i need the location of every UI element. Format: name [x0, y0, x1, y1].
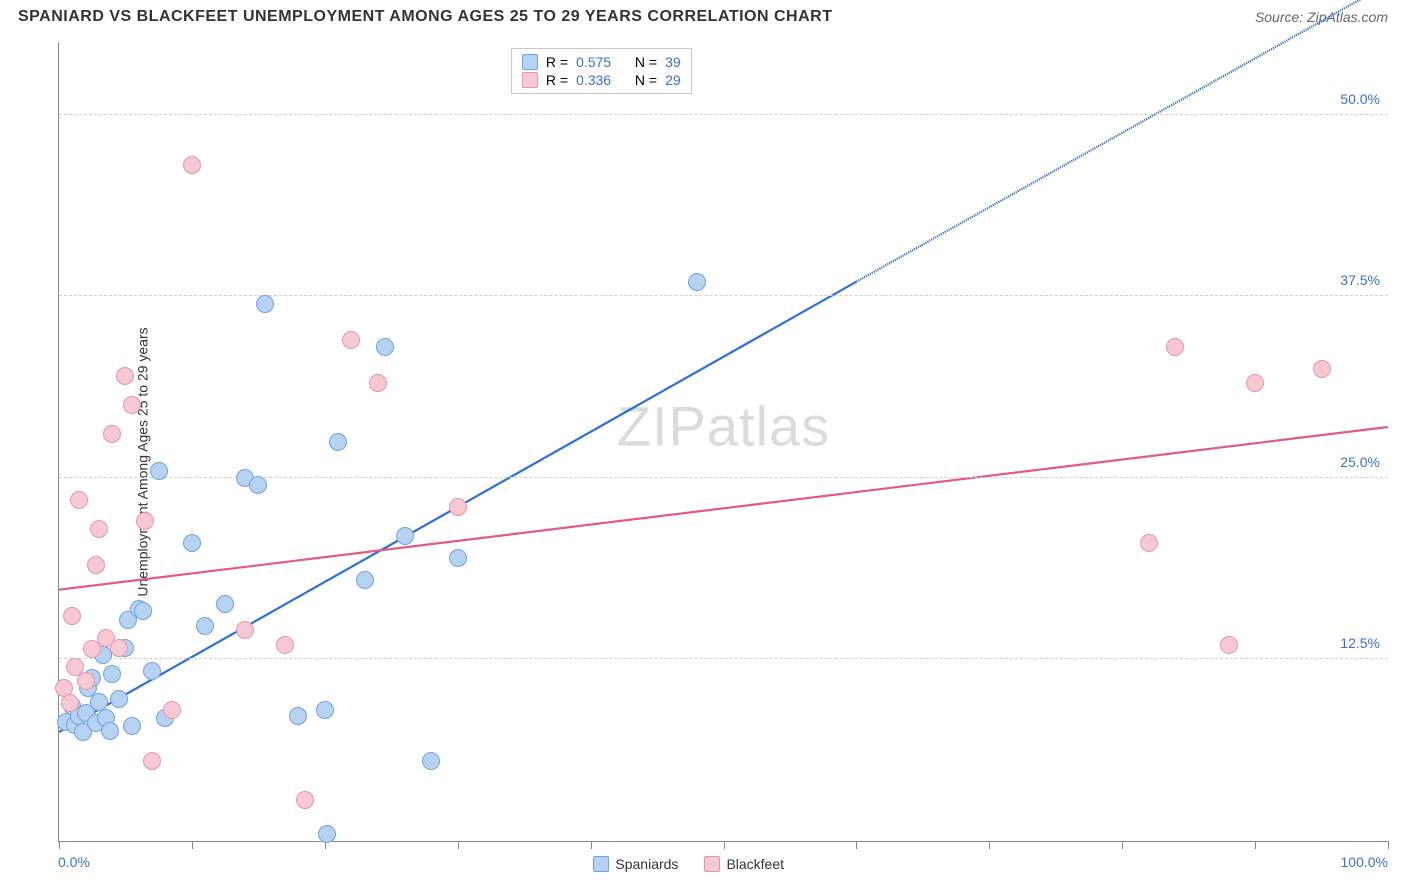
- swatch-blackfeet: [522, 72, 538, 88]
- n-value-spaniards: 39: [665, 54, 681, 70]
- swatch-spaniards: [522, 54, 538, 70]
- x-tick: [1122, 841, 1123, 849]
- data-point-blackfeet: [183, 156, 201, 174]
- data-point-spaniards: [356, 571, 374, 589]
- data-point-blackfeet: [136, 512, 154, 530]
- data-point-blackfeet: [116, 367, 134, 385]
- data-point-spaniards: [422, 752, 440, 770]
- x-tick: [591, 841, 592, 849]
- data-point-spaniards: [256, 295, 274, 313]
- source-prefix: Source:: [1255, 9, 1307, 25]
- plot-area: ZIPatlas R = 0.575 N = 39 R = 0.336 N = …: [58, 42, 1388, 842]
- data-point-spaniards: [123, 717, 141, 735]
- x-tick: [724, 841, 725, 849]
- n-label: N =: [635, 54, 657, 70]
- legend-stats: R = 0.575 N = 39 R = 0.336 N = 29: [511, 48, 692, 94]
- data-point-spaniards: [150, 462, 168, 480]
- swatch-blackfeet: [704, 856, 720, 872]
- data-point-blackfeet: [1246, 374, 1264, 392]
- data-point-blackfeet: [342, 331, 360, 349]
- data-point-blackfeet: [449, 498, 467, 516]
- data-point-spaniards: [110, 690, 128, 708]
- data-point-spaniards: [216, 595, 234, 613]
- x-tick: [856, 841, 857, 849]
- x-tick: [989, 841, 990, 849]
- gridline: [59, 658, 1388, 659]
- legend-series: Spaniards Blackfeet: [593, 856, 784, 872]
- x-axis-max-label: 100.0%: [1341, 854, 1388, 870]
- legend-label-blackfeet: Blackfeet: [726, 856, 784, 872]
- legend-stats-row-blackfeet: R = 0.336 N = 29: [522, 71, 681, 89]
- legend-item-spaniards: Spaniards: [593, 856, 678, 872]
- data-point-blackfeet: [1313, 360, 1331, 378]
- r-label: R =: [546, 72, 568, 88]
- trend-lines: [59, 42, 1388, 841]
- data-point-blackfeet: [276, 636, 294, 654]
- legend-stats-row-spaniards: R = 0.575 N = 39: [522, 53, 681, 71]
- data-point-blackfeet: [70, 491, 88, 509]
- data-point-spaniards: [101, 722, 119, 740]
- swatch-spaniards: [593, 856, 609, 872]
- data-point-spaniards: [103, 665, 121, 683]
- x-tick: [1255, 841, 1256, 849]
- source-name: ZipAtlas.com: [1307, 9, 1388, 25]
- data-point-spaniards: [196, 617, 214, 635]
- watermark: ZIPatlas: [617, 393, 830, 458]
- data-point-spaniards: [318, 825, 336, 843]
- r-label: R =: [546, 54, 568, 70]
- data-point-spaniards: [396, 527, 414, 545]
- legend-item-blackfeet: Blackfeet: [704, 856, 784, 872]
- data-point-spaniards: [376, 338, 394, 356]
- data-point-spaniards: [289, 707, 307, 725]
- data-point-spaniards: [329, 433, 347, 451]
- data-point-spaniards: [249, 476, 267, 494]
- y-tick-label: 37.5%: [1340, 272, 1380, 288]
- data-point-blackfeet: [163, 701, 181, 719]
- x-tick: [59, 841, 60, 849]
- data-point-blackfeet: [1220, 636, 1238, 654]
- page-title: SPANIARD VS BLACKFEET UNEMPLOYMENT AMONG…: [18, 8, 832, 26]
- data-point-blackfeet: [77, 672, 95, 690]
- data-point-blackfeet: [90, 520, 108, 538]
- y-tick-label: 12.5%: [1340, 635, 1380, 651]
- data-point-spaniards: [688, 273, 706, 291]
- data-point-spaniards: [449, 549, 467, 567]
- data-point-blackfeet: [87, 556, 105, 574]
- data-point-blackfeet: [143, 752, 161, 770]
- data-point-spaniards: [134, 602, 152, 620]
- data-point-spaniards: [143, 662, 161, 680]
- r-value-spaniards: 0.575: [576, 54, 611, 70]
- chart-container: Unemployment Among Ages 25 to 29 years Z…: [18, 42, 1388, 882]
- data-point-blackfeet: [236, 621, 254, 639]
- data-point-blackfeet: [369, 374, 387, 392]
- x-tick: [1388, 841, 1389, 849]
- data-point-blackfeet: [123, 396, 141, 414]
- y-tick-label: 25.0%: [1340, 454, 1380, 470]
- data-point-blackfeet: [296, 791, 314, 809]
- y-tick-label: 50.0%: [1340, 91, 1380, 107]
- legend-label-spaniards: Spaniards: [615, 856, 678, 872]
- x-tick: [458, 841, 459, 849]
- source-credit: Source: ZipAtlas.com: [1255, 9, 1388, 25]
- data-point-spaniards: [316, 701, 334, 719]
- data-point-blackfeet: [63, 607, 81, 625]
- data-point-blackfeet: [103, 425, 121, 443]
- data-point-blackfeet: [110, 639, 128, 657]
- n-value-blackfeet: 29: [665, 72, 681, 88]
- data-point-blackfeet: [1140, 534, 1158, 552]
- n-label: N =: [635, 72, 657, 88]
- data-point-spaniards: [183, 534, 201, 552]
- x-axis-min-label: 0.0%: [58, 854, 90, 870]
- r-value-blackfeet: 0.336: [576, 72, 611, 88]
- data-point-blackfeet: [1166, 338, 1184, 356]
- gridline: [59, 114, 1388, 115]
- x-tick: [192, 841, 193, 849]
- data-point-blackfeet: [61, 694, 79, 712]
